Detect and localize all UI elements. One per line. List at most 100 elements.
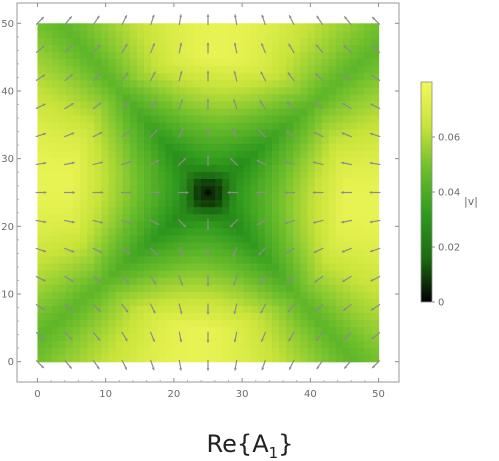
field-cell <box>208 86 216 95</box>
field-cell <box>101 298 110 306</box>
field-cell <box>343 86 351 95</box>
field-cell <box>350 58 358 67</box>
field-cell <box>144 72 152 81</box>
field-cell <box>44 150 53 158</box>
field-cell <box>115 298 124 306</box>
field-cell <box>271 122 280 130</box>
field-cell <box>65 192 74 201</box>
field-cell <box>144 107 152 116</box>
vector-arrow <box>149 247 158 256</box>
field-cell <box>172 143 181 151</box>
field-cell <box>328 58 337 67</box>
field-cell <box>208 333 216 342</box>
field-cell <box>371 100 380 109</box>
field-cell <box>286 58 294 67</box>
field-cell <box>193 284 202 292</box>
field-cell <box>151 65 159 74</box>
field-cell <box>321 340 330 349</box>
field-cell <box>193 305 202 313</box>
field-cell <box>328 93 337 102</box>
vector-arrow <box>35 275 46 282</box>
field-cell <box>250 241 259 250</box>
field-cell <box>151 284 159 292</box>
field-cell <box>328 150 337 158</box>
field-cell <box>158 79 166 88</box>
field-cell <box>243 157 252 165</box>
field-cell <box>72 255 81 264</box>
field-cell <box>215 291 223 299</box>
field-cell <box>37 37 46 46</box>
field-cell <box>44 129 53 137</box>
field-cell <box>122 192 131 201</box>
vector-arrow <box>288 43 295 54</box>
field-cell <box>65 122 74 130</box>
field-cell <box>208 213 216 222</box>
field-cell <box>335 185 344 194</box>
field-cell <box>293 72 301 81</box>
field-cell <box>158 241 166 250</box>
field-cell <box>44 72 53 81</box>
field-cell <box>94 227 103 236</box>
density-field <box>37 23 380 363</box>
field-cell <box>172 93 181 102</box>
field-cell <box>279 213 287 222</box>
field-cell <box>122 263 131 271</box>
field-cell <box>58 171 67 179</box>
title-close-brace: } <box>278 430 293 458</box>
field-cell <box>286 284 294 292</box>
field-cell <box>236 333 245 342</box>
field-cell <box>51 136 60 144</box>
field-cell <box>236 199 245 208</box>
field-cell <box>72 312 81 320</box>
field-cell <box>200 213 209 222</box>
field-cell <box>364 30 373 38</box>
field-cell <box>300 340 309 349</box>
vector-arrow <box>343 44 352 54</box>
field-cell <box>350 298 358 306</box>
field-cell <box>300 312 309 320</box>
field-cell <box>179 23 188 31</box>
field-cell <box>243 270 252 278</box>
field-cell <box>136 72 145 81</box>
field-cell <box>165 51 174 60</box>
field-cell <box>37 227 46 236</box>
field-cell <box>314 143 323 151</box>
field-cell <box>357 51 365 60</box>
field-cell <box>44 23 53 31</box>
vector-arrow <box>206 98 210 110</box>
field-cell <box>179 199 188 208</box>
field-cell <box>307 326 316 335</box>
field-cell <box>65 178 74 187</box>
field-cell <box>151 100 159 109</box>
field-cell <box>151 326 159 335</box>
field-cell <box>286 51 294 60</box>
field-cell <box>271 86 280 95</box>
field-cell <box>44 319 53 328</box>
field-cell <box>343 143 351 151</box>
field-cell <box>314 23 323 31</box>
vector-arrow <box>121 14 128 26</box>
field-cell <box>115 37 124 46</box>
field-cell <box>151 30 159 38</box>
field-cell <box>215 114 223 123</box>
field-cell <box>151 136 159 144</box>
field-cell <box>328 129 337 137</box>
field-cell <box>264 248 273 257</box>
field-cell <box>293 220 301 229</box>
field-cell <box>236 291 245 299</box>
field-cell <box>72 122 81 130</box>
field-cell <box>357 347 365 356</box>
field-cell <box>321 51 330 60</box>
field-cell <box>307 241 316 250</box>
field-cell <box>264 143 273 151</box>
field-cell <box>343 298 351 306</box>
field-cell <box>179 305 188 313</box>
field-cell <box>122 234 131 243</box>
field-cell <box>136 30 145 38</box>
field-cell <box>179 291 188 299</box>
field-cell <box>158 164 166 172</box>
field-cell <box>357 143 365 151</box>
field-cell <box>350 255 358 264</box>
field-cell <box>236 305 245 313</box>
field-cell <box>165 354 174 363</box>
